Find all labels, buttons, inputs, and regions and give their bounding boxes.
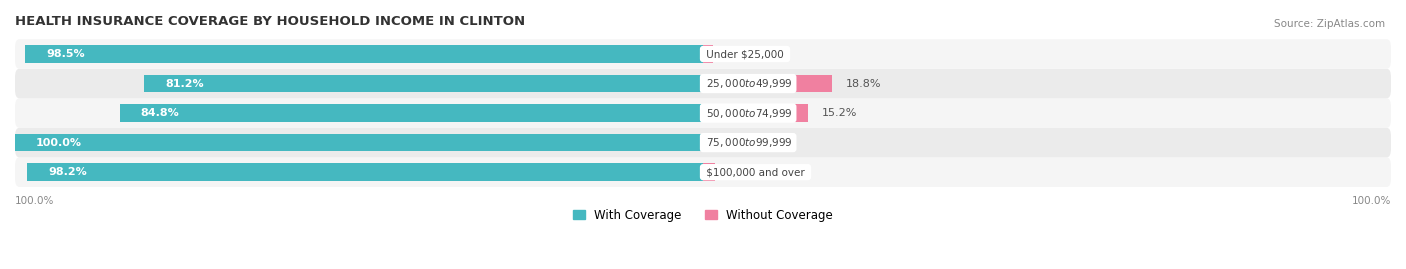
Bar	[15, 134, 703, 151]
Text: 18.8%: 18.8%	[846, 79, 882, 89]
Bar	[145, 75, 703, 92]
Bar	[703, 163, 716, 181]
Text: 98.5%: 98.5%	[46, 49, 84, 59]
Legend: With Coverage, Without Coverage: With Coverage, Without Coverage	[572, 209, 834, 222]
Text: 81.2%: 81.2%	[165, 79, 204, 89]
Text: 98.2%: 98.2%	[48, 167, 87, 177]
Text: $100,000 and over: $100,000 and over	[703, 167, 808, 177]
Text: 1.5%: 1.5%	[727, 49, 755, 59]
Bar	[27, 163, 703, 181]
Bar	[703, 75, 832, 92]
Text: Under $25,000: Under $25,000	[703, 49, 787, 59]
FancyBboxPatch shape	[15, 98, 1391, 128]
Text: $75,000 to $99,999: $75,000 to $99,999	[703, 136, 793, 149]
Bar	[120, 104, 703, 122]
Text: 15.2%: 15.2%	[821, 108, 856, 118]
Text: HEALTH INSURANCE COVERAGE BY HOUSEHOLD INCOME IN CLINTON: HEALTH INSURANCE COVERAGE BY HOUSEHOLD I…	[15, 15, 524, 28]
FancyBboxPatch shape	[15, 128, 1391, 157]
FancyBboxPatch shape	[15, 69, 1391, 98]
Text: 1.8%: 1.8%	[730, 167, 758, 177]
FancyBboxPatch shape	[15, 157, 1391, 187]
Bar	[25, 45, 703, 63]
Text: Source: ZipAtlas.com: Source: ZipAtlas.com	[1274, 19, 1385, 29]
Text: 84.8%: 84.8%	[141, 108, 179, 118]
Text: $50,000 to $74,999: $50,000 to $74,999	[703, 107, 793, 120]
Bar	[703, 104, 807, 122]
Text: 0.0%: 0.0%	[717, 138, 745, 148]
Text: 100.0%: 100.0%	[35, 138, 82, 148]
Text: 100.0%: 100.0%	[1351, 196, 1391, 206]
FancyBboxPatch shape	[15, 39, 1391, 69]
Text: 100.0%: 100.0%	[15, 196, 55, 206]
Text: $25,000 to $49,999: $25,000 to $49,999	[703, 77, 793, 90]
Bar	[703, 45, 713, 63]
